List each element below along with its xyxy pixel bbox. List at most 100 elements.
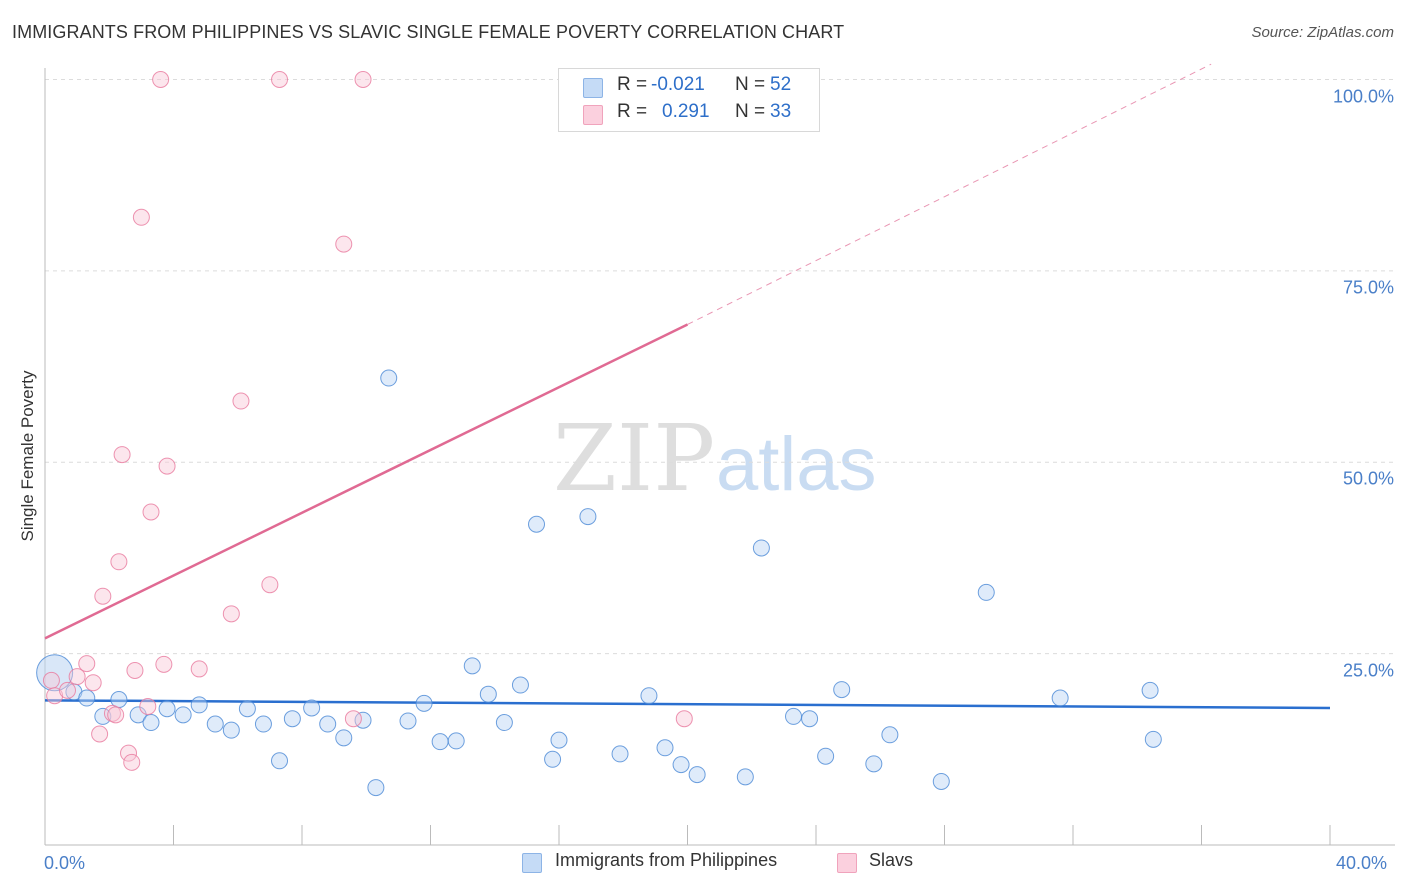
point-philippines (785, 707, 803, 725)
slavs-swatch-icon (583, 105, 603, 125)
point-slavs (261, 576, 279, 594)
point-philippines (579, 508, 597, 526)
point-philippines (303, 699, 321, 717)
point-philippines (206, 715, 224, 733)
y-tick-label-75: 75.0% (1342, 277, 1394, 298)
point-philippines (550, 731, 568, 749)
point-slavs (354, 71, 372, 88)
point-philippines (479, 685, 497, 703)
point-philippines (129, 706, 147, 724)
stats-row-slavs: R = 0.291 N = 33 (559, 101, 819, 127)
point-slavs (91, 725, 109, 743)
y-axis-label: Single Female Poverty (18, 370, 37, 542)
point-slavs (42, 671, 60, 689)
gridlines (45, 79, 1395, 655)
point-slavs (155, 655, 173, 673)
source-label: Source: ZipAtlas.com (1251, 24, 1394, 41)
point-philippines (865, 755, 883, 773)
point-philippines (335, 729, 353, 747)
axes (44, 68, 1395, 846)
stats-row-philippines: R = -0.021 N = 52 (559, 74, 819, 100)
point-slavs (142, 503, 160, 521)
point-philippines (222, 721, 240, 739)
point-slavs (132, 208, 150, 226)
point-philippines (528, 515, 546, 533)
point-slavs (271, 71, 289, 88)
point-slavs (152, 71, 170, 88)
point-slavs (84, 674, 102, 692)
point-slavs (232, 392, 250, 410)
point-philippines (78, 689, 96, 707)
point-philippines (463, 657, 481, 675)
point-philippines (367, 779, 385, 797)
point-philippines (1051, 689, 1069, 707)
data-points (36, 71, 1162, 797)
point-philippines (319, 715, 337, 733)
point-philippines (174, 706, 192, 724)
point-philippines (271, 752, 289, 770)
philippines-swatch-icon (583, 78, 603, 98)
point-philippines (158, 700, 176, 718)
y-tick-label-50: 50.0% (1342, 468, 1394, 489)
zipatlas-watermark: ZIP atlas (553, 405, 877, 512)
point-philippines (656, 739, 674, 757)
x-tick-label-min: 0.0% (44, 853, 86, 873)
watermark-atlas: atlas (716, 422, 877, 507)
philippines-legend-icon (522, 853, 542, 873)
point-slavs (107, 706, 125, 724)
n-label: N = (735, 74, 766, 95)
legend-label-slavs: Slavs (869, 850, 914, 870)
point-philippines (1144, 730, 1162, 748)
point-philippines (833, 681, 851, 699)
point-philippines (415, 694, 433, 712)
point-slavs (139, 697, 157, 715)
point-slavs (222, 605, 240, 623)
point-philippines (94, 707, 112, 725)
point-slavs (110, 553, 128, 571)
point-philippines (142, 714, 160, 732)
r-value-slavs: 0.291 (662, 101, 710, 122)
point-philippines (817, 747, 835, 765)
legend-label-philippines: Immigrants from Philippines (555, 850, 778, 870)
point-philippines (431, 733, 449, 751)
point-philippines (736, 768, 754, 786)
trend-line (44, 699, 1331, 710)
point-philippines (752, 539, 770, 557)
trend-lines (44, 63, 1331, 710)
n-value-slavs: 33 (770, 101, 792, 122)
chart-title: IMMIGRANTS FROM PHILIPPINES VS SLAVIC SI… (12, 22, 845, 42)
point-slavs (344, 710, 362, 728)
n-value-philippines: 52 (770, 74, 792, 95)
point-philippines (881, 726, 899, 744)
point-philippines (399, 712, 417, 730)
point-slavs (46, 687, 64, 705)
point-slavs (94, 587, 112, 605)
r-value-philippines: -0.021 (651, 74, 705, 95)
correlation-stats-box: R = -0.021 N = 52 R = 0.291 N = 33 (558, 68, 820, 132)
point-philippines (254, 715, 272, 733)
x-tick-label-max: 40.0% (1336, 853, 1388, 873)
point-slavs (68, 668, 86, 686)
point-philippines (611, 745, 629, 763)
point-philippines (283, 710, 301, 728)
slavs-legend-icon (837, 853, 857, 873)
point-philippines (977, 583, 995, 601)
point-slavs (126, 661, 144, 679)
point-philippines (447, 732, 465, 750)
point-philippines (932, 772, 950, 790)
n-label: N = (735, 101, 766, 122)
point-philippines (511, 676, 529, 694)
trend-line (44, 323, 689, 640)
watermark-zip: ZIP (553, 405, 715, 512)
point-slavs (113, 446, 131, 464)
point-slavs (335, 235, 353, 253)
point-philippines (688, 766, 706, 784)
point-philippines (380, 369, 398, 387)
point-slavs (675, 710, 693, 728)
r-label: R = (617, 74, 648, 95)
point-philippines (544, 750, 562, 768)
point-slavs (158, 457, 176, 475)
point-philippines (801, 710, 819, 728)
trend-line-extension (687, 63, 1212, 325)
